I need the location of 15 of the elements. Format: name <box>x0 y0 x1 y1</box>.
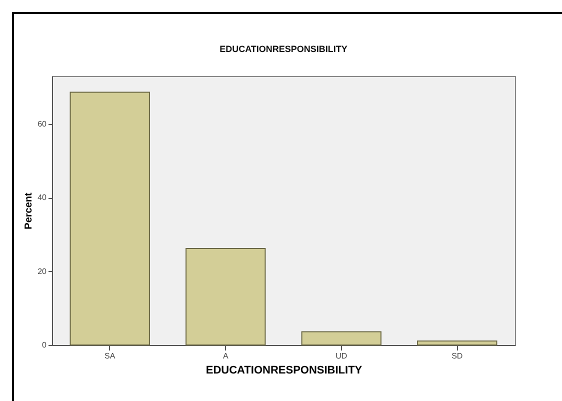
y-axis-title: Percent <box>24 192 35 230</box>
x-tick-label: A <box>222 352 229 360</box>
bar <box>417 340 498 346</box>
chart-title: EDUCATIONRESPONSIBILITY <box>220 44 348 54</box>
y-tick-label: 40 <box>38 193 48 202</box>
bar <box>301 331 382 346</box>
x-tick-label: SA <box>104 352 116 360</box>
x-tick-label: SD <box>452 352 463 360</box>
y-tick-label: 20 <box>38 266 48 276</box>
bar <box>70 92 150 346</box>
y-tick-label: 60 <box>38 119 48 128</box>
y-tick-label: 0 <box>42 340 48 350</box>
x-axis-title: EDUCATIONRESPONSIBILITY <box>206 364 363 376</box>
bar <box>186 248 266 346</box>
x-tick-label: UD <box>336 352 348 360</box>
